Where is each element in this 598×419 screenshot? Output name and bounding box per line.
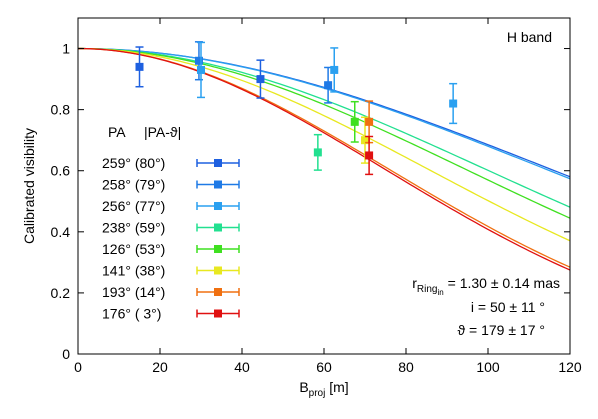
x-axis-label-unit: [m] <box>325 379 348 395</box>
legend-header-delta: |PA-ϑ| <box>144 124 181 140</box>
data-point <box>365 117 374 126</box>
data-point <box>324 81 333 90</box>
axis-ticks: 0 20 40 60 80 100 120 0 0.2 0.4 0.6 0.8 1 <box>51 18 582 375</box>
x-tick-label: 40 <box>234 359 250 375</box>
model-curve <box>77 47 571 180</box>
legend-marker <box>214 159 222 167</box>
x-axis-label: Bproj [m] <box>299 379 348 399</box>
y-axis-label: Calibrated visibility <box>21 128 37 244</box>
position-angle-text: ϑ = 179 ± 17 ° <box>458 322 546 338</box>
legend-entry-label: 259° (80°) <box>102 155 165 171</box>
data-point <box>135 62 144 71</box>
fit-annotation: rRingin = 1.30 ± 0.14 mas i = 50 ± 11 ° … <box>412 275 560 338</box>
legend-marker <box>214 266 222 275</box>
data-point <box>365 151 374 160</box>
model-curves <box>77 47 571 271</box>
model-curve <box>77 47 571 242</box>
x-axis-label-main: B <box>299 379 308 395</box>
data-point <box>449 99 458 108</box>
y-tick-label: 0.8 <box>51 102 71 118</box>
data-point <box>350 117 359 126</box>
y-tick-label: 0 <box>62 346 70 362</box>
x-axis-label-sub: proj <box>309 388 326 399</box>
ring-radius-symbol: r <box>412 275 417 291</box>
legend-entry-label: 238° (59°) <box>102 220 165 236</box>
y-tick-label: 1 <box>62 41 70 57</box>
inclination-text: i = 50 ± 11 ° <box>471 299 545 315</box>
legend-entry-label: 126° (53°) <box>102 241 165 257</box>
y-tick-label: 0.6 <box>51 163 71 179</box>
x-tick-label: 60 <box>316 359 332 375</box>
data-point <box>313 148 322 157</box>
legend-header-pa: PA <box>108 124 126 140</box>
legend-marker <box>214 223 222 232</box>
band-label: H band <box>507 29 552 45</box>
x-tick-label: 100 <box>476 359 500 375</box>
ring-radius-text: rRingin = 1.30 ± 0.14 mas <box>412 275 560 297</box>
legend-entry-label: 193° (14°) <box>102 284 165 300</box>
x-tick-label: 20 <box>152 359 168 375</box>
legend-marker <box>214 288 222 296</box>
legend: PA |PA-ϑ| 259° (80°) 258° (79°) 256° (77°)… <box>102 124 240 322</box>
ring-radius-sub: Ring <box>417 284 438 295</box>
data-point <box>330 65 339 74</box>
legend-marker <box>214 245 222 253</box>
data-point <box>256 75 265 84</box>
legend-marker <box>214 309 222 318</box>
x-tick-label: 120 <box>558 359 582 375</box>
model-curve <box>77 47 571 219</box>
legend-entry-label: 258° (79°) <box>102 177 165 193</box>
legend-marker <box>214 202 222 210</box>
data-point <box>194 56 203 65</box>
ring-radius-value: = 1.30 ± 0.14 mas <box>444 275 560 291</box>
data-point <box>197 65 205 74</box>
data-point <box>361 136 369 145</box>
model-curve <box>77 47 571 271</box>
legend-entry-label: 256° (77°) <box>102 198 165 214</box>
y-tick-label: 0.4 <box>51 224 71 240</box>
ring-radius-subsub: in <box>438 288 444 297</box>
legend-entry-label: 141° (38°) <box>102 263 165 279</box>
legend-marker <box>214 180 222 189</box>
y-tick-label: 0.2 <box>51 285 71 301</box>
legend-entry-label: 176° ( 3°) <box>102 306 161 322</box>
x-tick-label: 0 <box>74 359 82 375</box>
data-points <box>135 41 458 176</box>
x-tick-label: 80 <box>398 359 414 375</box>
